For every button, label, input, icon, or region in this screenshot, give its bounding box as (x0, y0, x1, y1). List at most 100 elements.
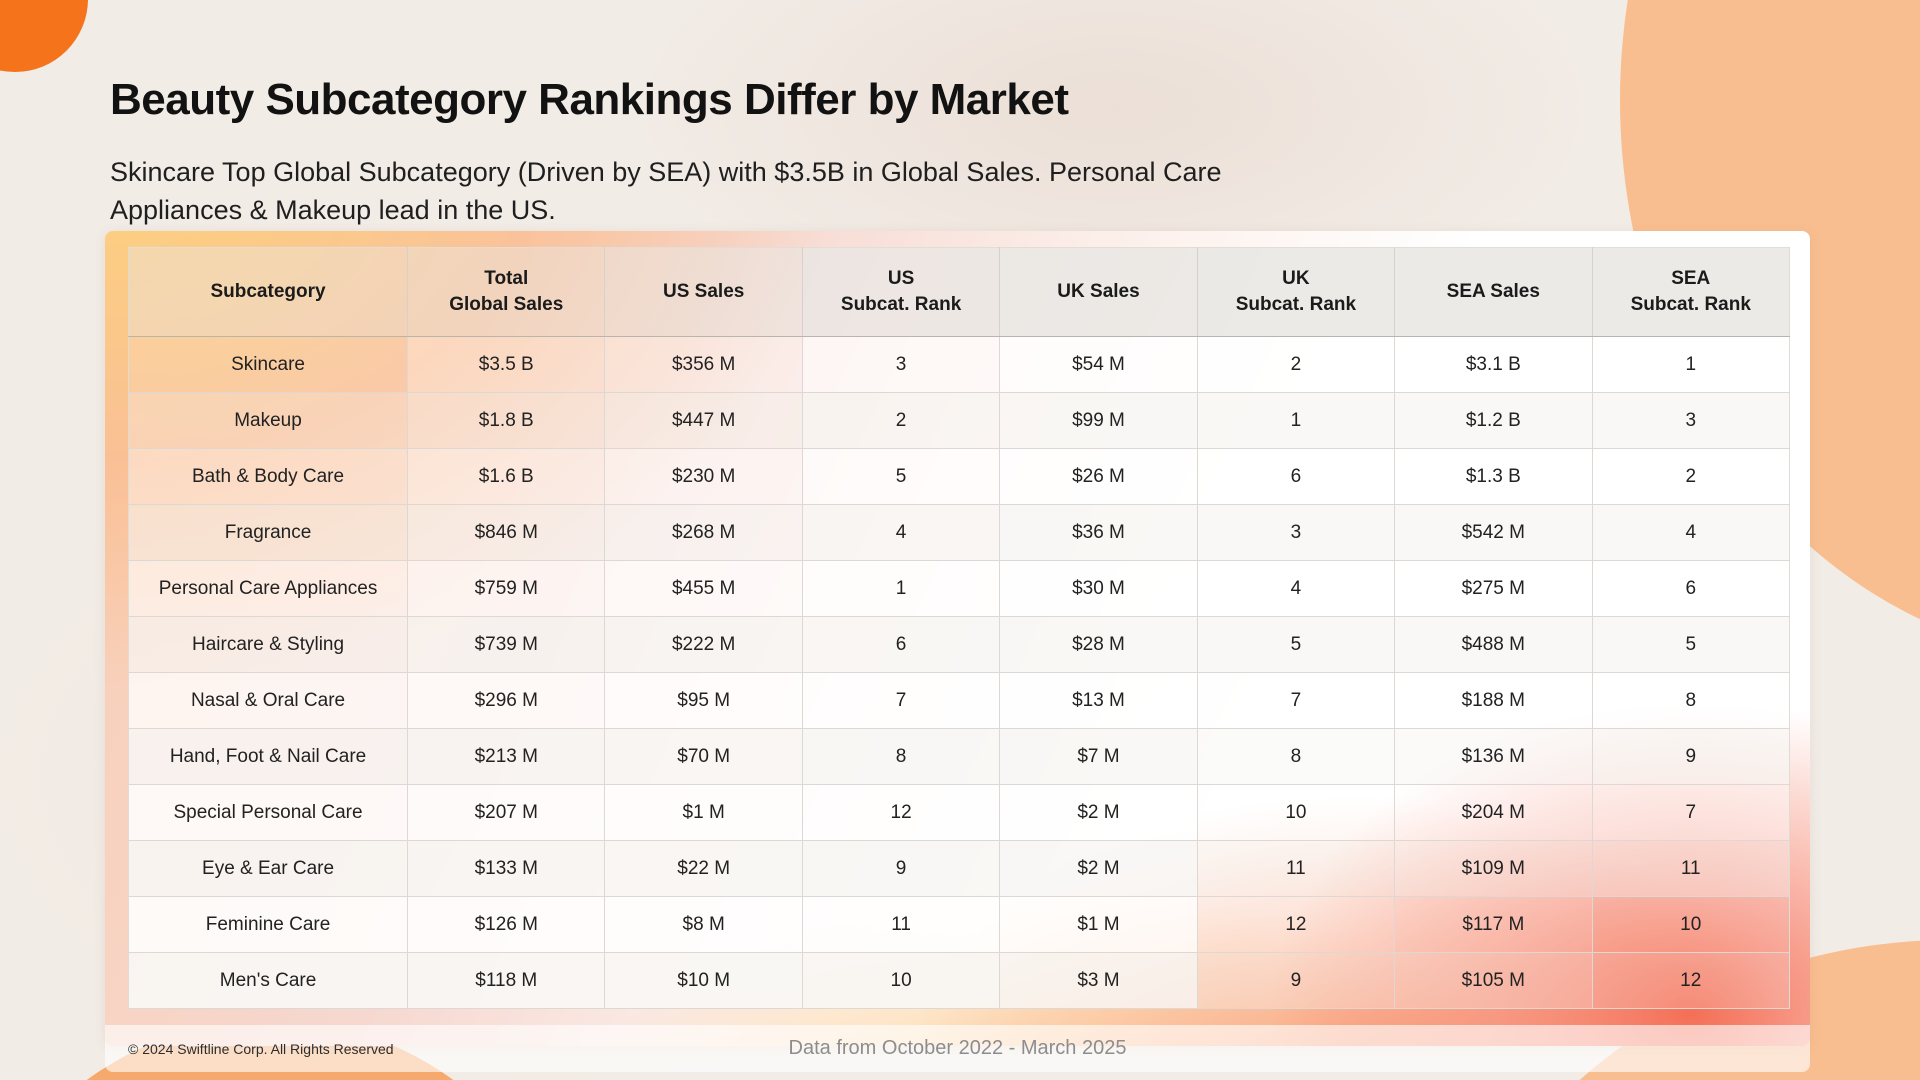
value-cell: 6 (1197, 448, 1396, 505)
value-cell: $739 M (407, 616, 606, 673)
value-cell: $95 M (604, 672, 803, 729)
value-cell: $99 M (999, 392, 1198, 449)
decor-circle-top-left (0, 0, 88, 72)
value-cell: 5 (1197, 616, 1396, 673)
subcategory-cell: Nasal & Oral Care (127, 672, 409, 729)
column-header: US Subcat. Rank (802, 247, 1001, 337)
value-cell: 8 (802, 728, 1001, 785)
value-cell: 6 (802, 616, 1001, 673)
value-cell: 11 (802, 896, 1001, 953)
value-cell: $447 M (604, 392, 803, 449)
value-cell: $213 M (407, 728, 606, 785)
value-cell: 8 (1592, 672, 1790, 729)
value-cell: $488 M (1394, 616, 1593, 673)
value-cell: 2 (1197, 336, 1396, 393)
value-cell: $3.1 B (1394, 336, 1593, 393)
value-cell: 9 (1592, 728, 1790, 785)
subcategory-cell: Men's Care (127, 952, 409, 1009)
data-range-text: Data from October 2022 - March 2025 (788, 1037, 1127, 1059)
value-cell: $117 M (1394, 896, 1593, 953)
value-cell: $136 M (1394, 728, 1593, 785)
value-cell: 4 (1592, 504, 1790, 561)
value-cell: 6 (1592, 560, 1790, 617)
table-row: Personal Care Appliances $759 M $455 M 1 $30… (127, 560, 1790, 617)
column-header: Subcategory (127, 247, 409, 337)
value-cell: 10 (1592, 896, 1790, 953)
value-cell: 2 (1592, 448, 1790, 505)
slide-title: Beauty Subcategory Rankings Differ by Ma… (110, 75, 1069, 125)
value-cell: $1 M (604, 784, 803, 841)
value-cell: 11 (1197, 840, 1396, 897)
column-header: SEA Subcat. Rank (1592, 247, 1790, 337)
value-cell: $222 M (604, 616, 803, 673)
value-cell: 10 (1197, 784, 1396, 841)
value-cell: $26 M (999, 448, 1198, 505)
value-cell: 3 (1197, 504, 1396, 561)
table-row: Eye & Ear Care $133 M $22 M 9 $2 M 11 $109 M 11 (127, 840, 1790, 897)
value-cell: $109 M (1394, 840, 1593, 897)
subcategory-cell: Hand, Foot & Nail Care (127, 728, 409, 785)
value-cell: 7 (1197, 672, 1396, 729)
table-row: Bath & Body Care $1.6 B $230 M 5 $26 M 6 $1.3 … (127, 448, 1790, 505)
value-cell: 4 (1197, 560, 1396, 617)
subcategory-cell: Bath & Body Care (127, 448, 409, 505)
value-cell: 12 (1592, 952, 1790, 1009)
header-row: Subcategory Total Global Sales US Sales US … (127, 247, 1790, 337)
value-cell: $204 M (1394, 784, 1593, 841)
value-cell: $30 M (999, 560, 1198, 617)
card-footer: © 2024 Swiftline Corp. All Rights Reserv… (105, 1025, 1810, 1072)
column-header: UK Subcat. Rank (1197, 247, 1396, 337)
table-row: Nasal & Oral Care $296 M $95 M 7 $13 M 7 $188 … (127, 672, 1790, 729)
subcategory-cell: Eye & Ear Care (127, 840, 409, 897)
value-cell: $1 M (999, 896, 1198, 953)
value-cell: $542 M (1394, 504, 1593, 561)
value-cell: $7 M (999, 728, 1198, 785)
value-cell: 7 (1592, 784, 1790, 841)
value-cell: 1 (1197, 392, 1396, 449)
value-cell: $846 M (407, 504, 606, 561)
value-cell: $356 M (604, 336, 803, 393)
value-cell: $2 M (999, 784, 1198, 841)
value-cell: $1.6 B (407, 448, 606, 505)
value-cell: $28 M (999, 616, 1198, 673)
column-header: Total Global Sales (407, 247, 606, 337)
table-row: Men's Care $118 M $10 M 10 $3 M 9 $105 M 12 (127, 952, 1790, 1009)
value-cell: 5 (1592, 616, 1790, 673)
value-cell: 7 (802, 672, 1001, 729)
column-header: SEA Sales (1394, 247, 1593, 337)
value-cell: 12 (1197, 896, 1396, 953)
value-cell: $207 M (407, 784, 606, 841)
value-cell: 1 (802, 560, 1001, 617)
value-cell: $13 M (999, 672, 1198, 729)
value-cell: 10 (802, 952, 1001, 1009)
subcategory-cell: Skincare (127, 336, 409, 393)
value-cell: 4 (802, 504, 1001, 561)
value-cell: $126 M (407, 896, 606, 953)
value-cell: $759 M (407, 560, 606, 617)
value-cell: $36 M (999, 504, 1198, 561)
table-row: Feminine Care $126 M $8 M 11 $1 M 12 $117 M 10 (127, 896, 1790, 953)
value-cell: 8 (1197, 728, 1396, 785)
subcategory-cell: Special Personal Care (127, 784, 409, 841)
value-cell: $105 M (1394, 952, 1593, 1009)
copyright-text: © 2024 Swiftline Corp. All Rights Reserv… (128, 1040, 394, 1057)
value-cell: $8 M (604, 896, 803, 953)
subcategory-cell: Makeup (127, 392, 409, 449)
value-cell: $1.2 B (1394, 392, 1593, 449)
value-cell: $2 M (999, 840, 1198, 897)
value-cell: $455 M (604, 560, 803, 617)
subcategory-cell: Fragrance (127, 504, 409, 561)
value-cell: $188 M (1394, 672, 1593, 729)
value-cell: 9 (1197, 952, 1396, 1009)
subcategory-cell: Haircare & Styling (127, 616, 409, 673)
value-cell: $1.8 B (407, 392, 606, 449)
subcategory-cell: Feminine Care (127, 896, 409, 953)
value-cell: $3.5 B (407, 336, 606, 393)
value-cell: 3 (1592, 392, 1790, 449)
column-header: US Sales (604, 247, 803, 337)
value-cell: $275 M (1394, 560, 1593, 617)
value-cell: $10 M (604, 952, 803, 1009)
